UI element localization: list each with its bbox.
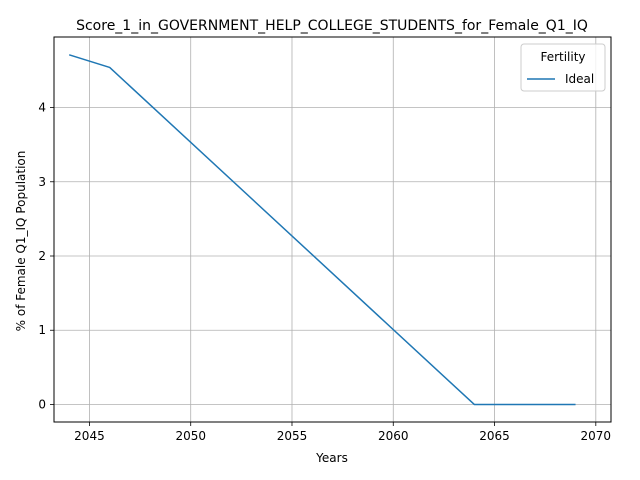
y-axis-ticks: 0 1 2 3 4 — [38, 101, 54, 411]
y-tick-label: 0 — [38, 397, 46, 411]
y-tick-label: 2 — [38, 249, 46, 263]
x-tick-label: 2050 — [175, 429, 206, 443]
x-tick-label: 2060 — [378, 429, 409, 443]
x-axis-title: Years — [315, 451, 348, 465]
grid-lines — [54, 37, 611, 422]
x-tick-label: 2065 — [479, 429, 510, 443]
plot-frame — [53, 36, 612, 423]
series-lines — [68, 54, 576, 406]
y-tick-label: 4 — [38, 101, 46, 115]
y-axis-title: % of Female Q1_IQ Population — [14, 151, 28, 332]
chart-title: Score_1_in_GOVERNMENT_HELP_COLLEGE_STUDE… — [76, 18, 588, 34]
legend-title: Fertility — [540, 50, 585, 64]
x-tick-label: 2045 — [74, 429, 105, 443]
legend: Fertility Ideal — [520, 43, 606, 92]
x-tick-label: 2070 — [581, 429, 612, 443]
y-tick-label: 3 — [38, 175, 46, 189]
series-line-ideal — [68, 54, 576, 406]
legend-entry-label: Ideal — [565, 72, 594, 86]
x-axis-ticks: 2045 2050 2055 2060 2065 2070 — [74, 422, 611, 443]
y-tick-label: 1 — [38, 323, 46, 337]
x-tick-label: 2055 — [277, 429, 308, 443]
